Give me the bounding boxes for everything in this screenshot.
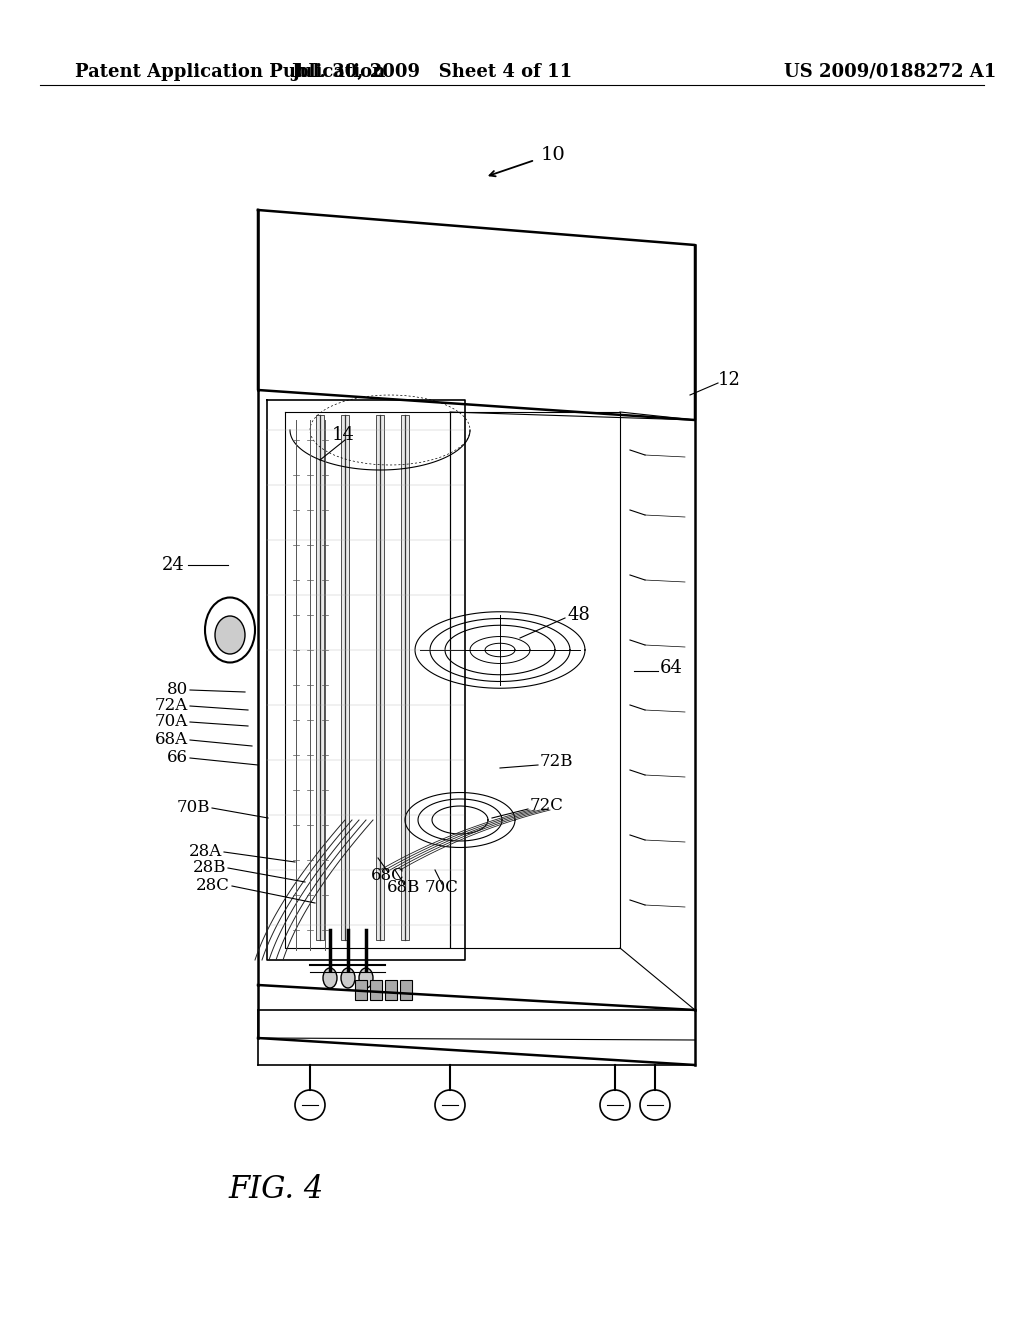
Text: 12: 12 (718, 371, 741, 389)
Text: 48: 48 (567, 606, 590, 624)
Text: 28C: 28C (197, 878, 230, 895)
Bar (401, 414, 409, 940)
Text: FIG. 4: FIG. 4 (228, 1175, 324, 1205)
Bar (355, 979, 367, 1001)
Bar (376, 414, 384, 940)
Text: US 2009/0188272 A1: US 2009/0188272 A1 (784, 63, 996, 81)
Text: 28B: 28B (193, 859, 226, 876)
Text: 70A: 70A (155, 714, 188, 730)
Text: Patent Application Publication: Patent Application Publication (75, 63, 385, 81)
Ellipse shape (215, 616, 245, 653)
Text: 68A: 68A (155, 731, 188, 748)
Text: 14: 14 (332, 426, 355, 444)
Ellipse shape (205, 598, 255, 663)
Text: 80: 80 (167, 681, 188, 698)
Text: 66: 66 (167, 750, 188, 767)
Bar (370, 979, 382, 1001)
Bar (341, 414, 349, 940)
Text: 72C: 72C (530, 797, 564, 814)
Text: 64: 64 (660, 659, 683, 677)
Ellipse shape (323, 968, 337, 987)
Text: 28A: 28A (188, 843, 222, 861)
Bar (400, 979, 412, 1001)
Text: 68C: 68C (371, 866, 404, 883)
Text: 10: 10 (541, 147, 565, 164)
Bar (385, 979, 397, 1001)
Ellipse shape (341, 968, 355, 987)
Bar (316, 414, 324, 940)
Ellipse shape (359, 968, 373, 987)
Text: Jul. 30, 2009   Sheet 4 of 11: Jul. 30, 2009 Sheet 4 of 11 (292, 63, 572, 81)
Text: 24: 24 (162, 556, 185, 574)
Text: 72A: 72A (155, 697, 188, 714)
Text: 72B: 72B (540, 754, 573, 771)
Text: 70C: 70C (425, 879, 459, 895)
Text: 68B: 68B (387, 879, 421, 895)
Text: 70B: 70B (176, 800, 210, 817)
